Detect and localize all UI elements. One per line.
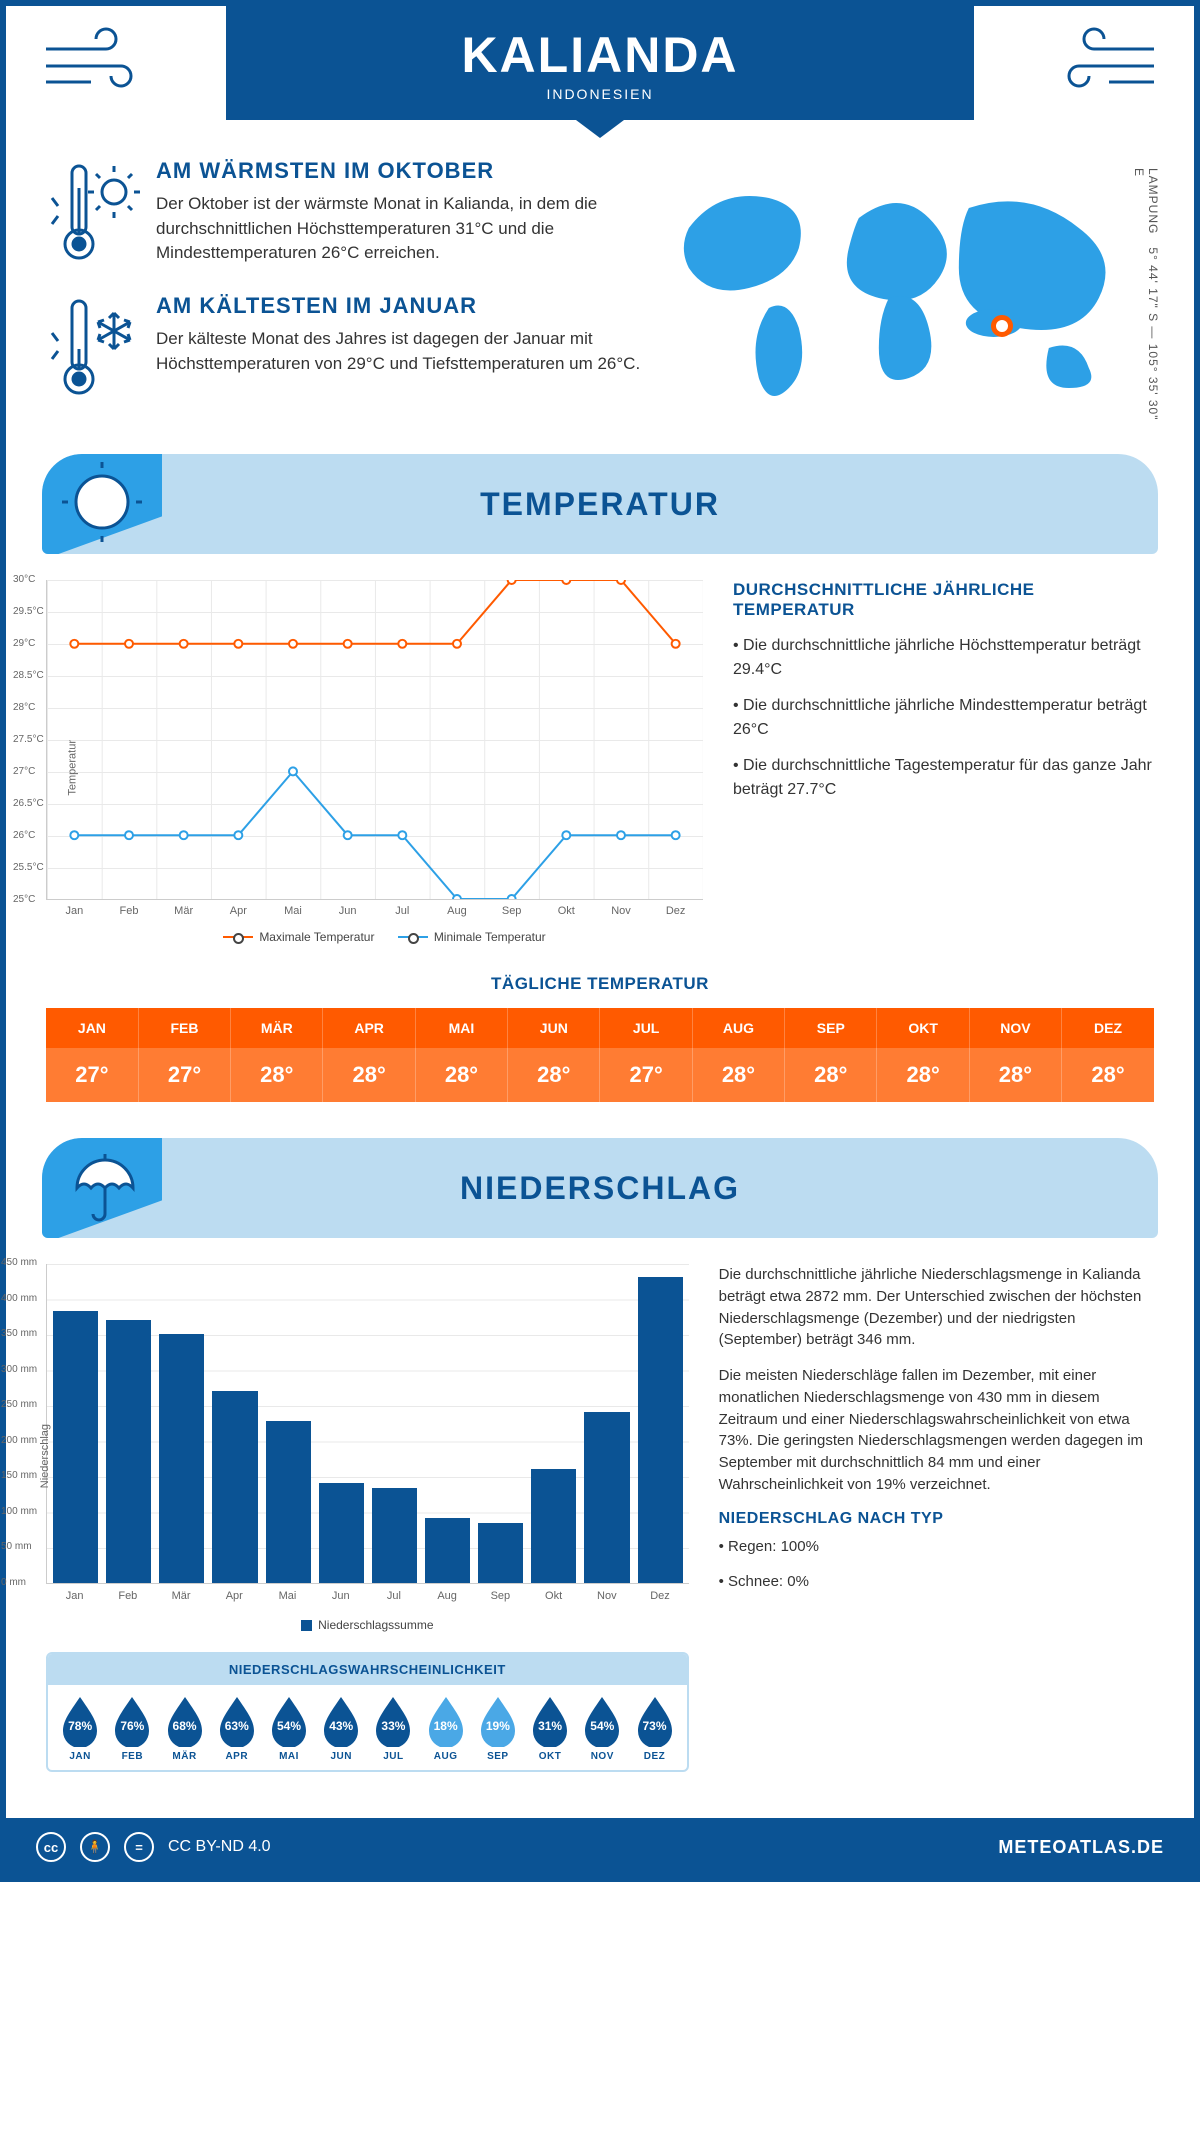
coordinates: LAMPUNG 5° 44' 17" S — 105° 35' 30" E (1132, 168, 1160, 428)
bar (372, 1488, 417, 1583)
umbrella-icon (62, 1146, 142, 1231)
precipitation-summary: Die durchschnittliche jährliche Niedersc… (719, 1264, 1154, 1772)
precip-type-item: • Schnee: 0% (719, 1571, 1154, 1593)
summary-point: • Die durchschnittliche jährliche Mindes… (733, 694, 1154, 742)
line-chart-legend: Maximale Temperatur Minimale Temperatur (46, 900, 703, 954)
header-chevron (576, 120, 624, 138)
bar (266, 1421, 311, 1583)
temp-month-value: 28° (692, 1048, 784, 1102)
daily-temp-title: TÄGLICHE TEMPERATUR (46, 974, 1154, 994)
temp-month-header: JUN (508, 1008, 600, 1048)
probability-drop: 33%JUL (369, 1695, 417, 1762)
temp-month-header: OKT (877, 1008, 969, 1048)
warmest-title: AM WÄRMSTEN IM OKTOBER (156, 158, 644, 184)
location-marker-icon (991, 315, 1013, 337)
probability-drop: 54%NOV (578, 1695, 626, 1762)
bar-chart-legend: Niederschlagssumme (46, 1602, 689, 1652)
bar (478, 1523, 523, 1583)
precipitation-bar-chart: Niederschlag 0 mm50 mm100 mm150 mm200 mm… (46, 1264, 689, 1584)
bar (584, 1412, 629, 1583)
probability-drop: 78%JAN (56, 1695, 104, 1762)
wind-icon (1044, 24, 1164, 109)
nd-icon: = (124, 1832, 154, 1862)
temp-month-value: 28° (415, 1048, 507, 1102)
temp-month-value: 27° (600, 1048, 692, 1102)
chart-y-label: Niederschlag (39, 1424, 51, 1488)
precipitation-banner: NIEDERSCHLAG (42, 1138, 1158, 1238)
temp-month-header: AUG (692, 1008, 784, 1048)
temp-month-header: JUL (600, 1008, 692, 1048)
temp-month-header: APR (323, 1008, 415, 1048)
probability-drop: 68%MÄR (160, 1695, 208, 1762)
summary-paragraph: Die meisten Niederschläge fallen im Deze… (719, 1365, 1154, 1496)
world-map: LAMPUNG 5° 44' 17" S — 105° 35' 30" E (644, 158, 1154, 428)
by-icon: 🧍 (80, 1832, 110, 1862)
prob-title: NIEDERSCHLAGSWAHRSCHEINLICHKEIT (48, 1654, 687, 1685)
bar (425, 1518, 470, 1583)
cc-icon: cc (36, 1832, 66, 1862)
probability-drop: 18%AUG (422, 1695, 470, 1762)
temp-month-header: MAI (415, 1008, 507, 1048)
warmest-fact: AM WÄRMSTEN IM OKTOBER Der Oktober ist d… (46, 158, 644, 273)
temp-month-value: 28° (877, 1048, 969, 1102)
wind-icon (36, 24, 156, 109)
temp-month-value: 28° (785, 1048, 877, 1102)
bar (531, 1469, 576, 1583)
temp-month-header: MÄR (231, 1008, 323, 1048)
city-title: KALIANDA (6, 26, 1194, 84)
temp-month-value: 28° (1062, 1048, 1154, 1102)
temperature-summary: DURCHSCHNITTLICHE JÄHRLICHE TEMPERATUR •… (733, 580, 1154, 954)
daily-temperature-table: TÄGLICHE TEMPERATUR JANFEBMÄRAPRMAIJUNJU… (46, 974, 1154, 1102)
coldest-text: Der kälteste Monat des Jahres ist dagege… (156, 327, 644, 376)
coldest-title: AM KÄLTESTEN IM JANUAR (156, 293, 644, 319)
bar (212, 1391, 257, 1583)
bar (638, 1277, 683, 1583)
bar (106, 1320, 151, 1583)
temperature-title: TEMPERATUR (480, 486, 720, 523)
warmest-text: Der Oktober ist der wärmste Monat in Kal… (156, 192, 644, 266)
temp-month-header: NOV (969, 1008, 1061, 1048)
header: KALIANDA INDONESIEN (6, 6, 1194, 120)
temp-month-value: 28° (231, 1048, 323, 1102)
bar (159, 1334, 204, 1583)
summary-point: • Die durchschnittliche Tagestemperatur … (733, 754, 1154, 802)
summary-paragraph: Die durchschnittliche jährliche Niedersc… (719, 1264, 1154, 1351)
precip-type-title: NIEDERSCHLAG NACH TYP (719, 1510, 1154, 1528)
summary-title: DURCHSCHNITTLICHE JÄHRLICHE TEMPERATUR (733, 580, 1154, 620)
bar (319, 1483, 364, 1583)
summary-point: • Die durchschnittliche jährliche Höchst… (733, 634, 1154, 682)
temp-month-header: JAN (46, 1008, 138, 1048)
precipitation-title: NIEDERSCHLAG (460, 1170, 740, 1207)
thermometer-sun-icon (46, 158, 156, 273)
probability-drop: 43%JUN (317, 1695, 365, 1762)
probability-drop: 73%DEZ (630, 1695, 678, 1762)
probability-drop: 76%FEB (108, 1695, 156, 1762)
temp-month-value: 28° (969, 1048, 1061, 1102)
precip-type-item: • Regen: 100% (719, 1536, 1154, 1558)
footer: cc 🧍 = CC BY-ND 4.0 METEOATLAS.DE (6, 1818, 1194, 1876)
temperature-banner: TEMPERATUR (42, 454, 1158, 554)
precipitation-probability-box: NIEDERSCHLAGSWAHRSCHEINLICHKEIT 78%JAN76… (46, 1652, 689, 1772)
temp-month-header: SEP (785, 1008, 877, 1048)
sun-icon (62, 462, 142, 547)
temp-month-value: 27° (138, 1048, 230, 1102)
temp-month-value: 28° (508, 1048, 600, 1102)
temperature-line-chart: Temperatur 25°C25.5°C26°C26.5°C27°C27.5°… (46, 580, 703, 954)
temp-month-value: 27° (46, 1048, 138, 1102)
temp-month-header: FEB (138, 1008, 230, 1048)
probability-drop: 31%OKT (526, 1695, 574, 1762)
license-text: CC BY-ND 4.0 (168, 1838, 271, 1856)
coldest-fact: AM KÄLTESTEN IM JANUAR Der kälteste Mona… (46, 293, 644, 408)
temp-month-value: 28° (323, 1048, 415, 1102)
brand: METEOATLAS.DE (998, 1837, 1164, 1858)
country-subtitle: INDONESIEN (6, 86, 1194, 102)
probability-drop: 63%APR (213, 1695, 261, 1762)
temp-month-header: DEZ (1062, 1008, 1154, 1048)
probability-drop: 19%SEP (474, 1695, 522, 1762)
thermometer-snowflake-icon (46, 293, 156, 408)
bar (53, 1311, 98, 1583)
probability-drop: 54%MAI (265, 1695, 313, 1762)
